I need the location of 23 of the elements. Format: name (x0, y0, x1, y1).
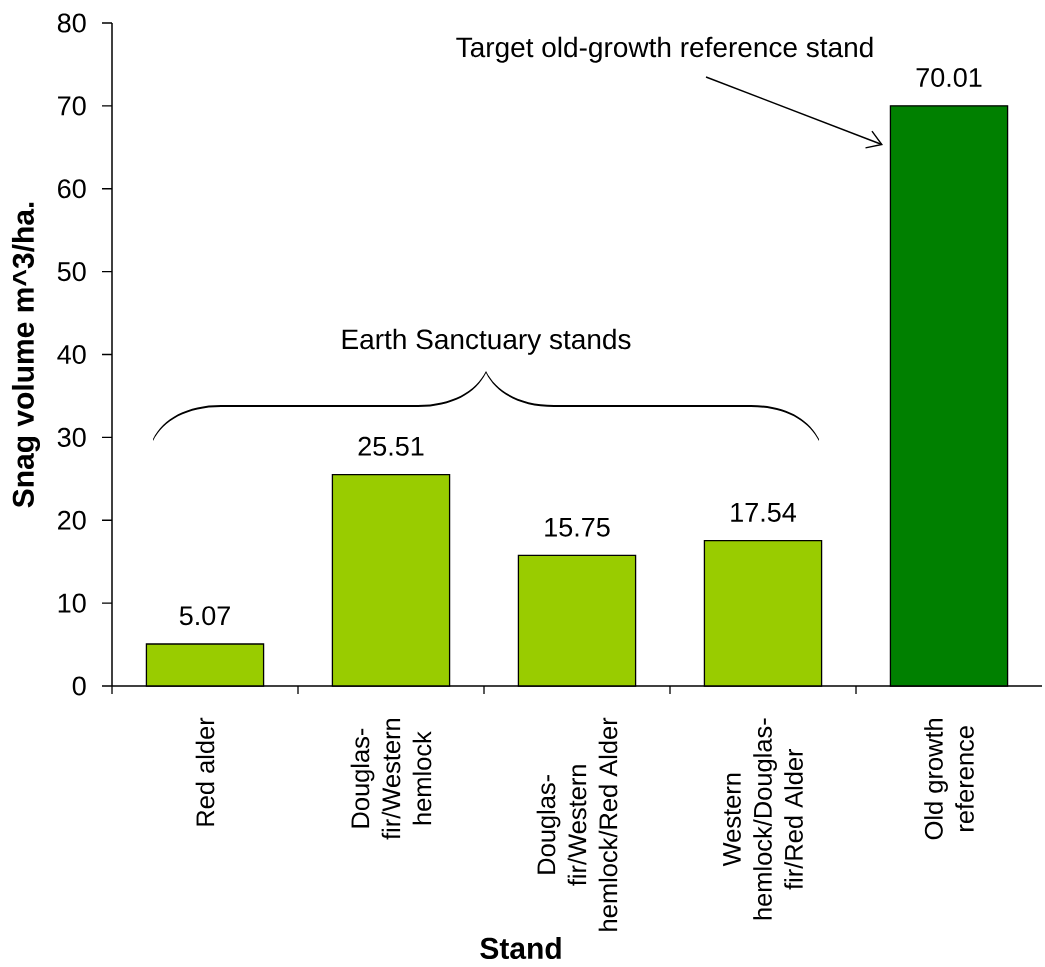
y-tick-label: 10 (58, 593, 86, 613)
data-label: 25.51 (358, 436, 424, 456)
x-tick-label: Douglas-fir/Western hemlock (350, 718, 432, 840)
data-label: 5.07 (179, 606, 230, 626)
data-label: 17.54 (731, 503, 796, 522)
y-tick-label: 0 (72, 676, 86, 696)
annotation: Target old-growth reference stand (456, 36, 873, 63)
data-label: 70.01 (916, 67, 982, 88)
y-tick-label: 60 (58, 179, 86, 199)
x-tick-label: Red alder (195, 717, 215, 826)
annotation: Earth Sanctuary stands (342, 328, 631, 355)
y-tick-label: 50 (57, 262, 86, 282)
data-label: 15.75 (545, 517, 610, 537)
y-tick-label: 40 (57, 344, 86, 365)
y-tick-label: 80 (57, 13, 86, 33)
x-tick-label: Old growth reference (924, 718, 974, 840)
y-tick-label: 70 (58, 96, 86, 116)
y-tick-label: 20 (58, 510, 86, 530)
y-axis-title: Snag volume m^3/ha. (11, 202, 41, 508)
x-tick-label: Douglas-fir/Western hemlock/Red Alder (536, 717, 618, 931)
x-axis-title: Stand (480, 936, 561, 960)
x-tick-label: Western hemlock/Douglas-fir/Red Alder (723, 718, 803, 920)
y-tick-label: 30 (57, 427, 86, 447)
